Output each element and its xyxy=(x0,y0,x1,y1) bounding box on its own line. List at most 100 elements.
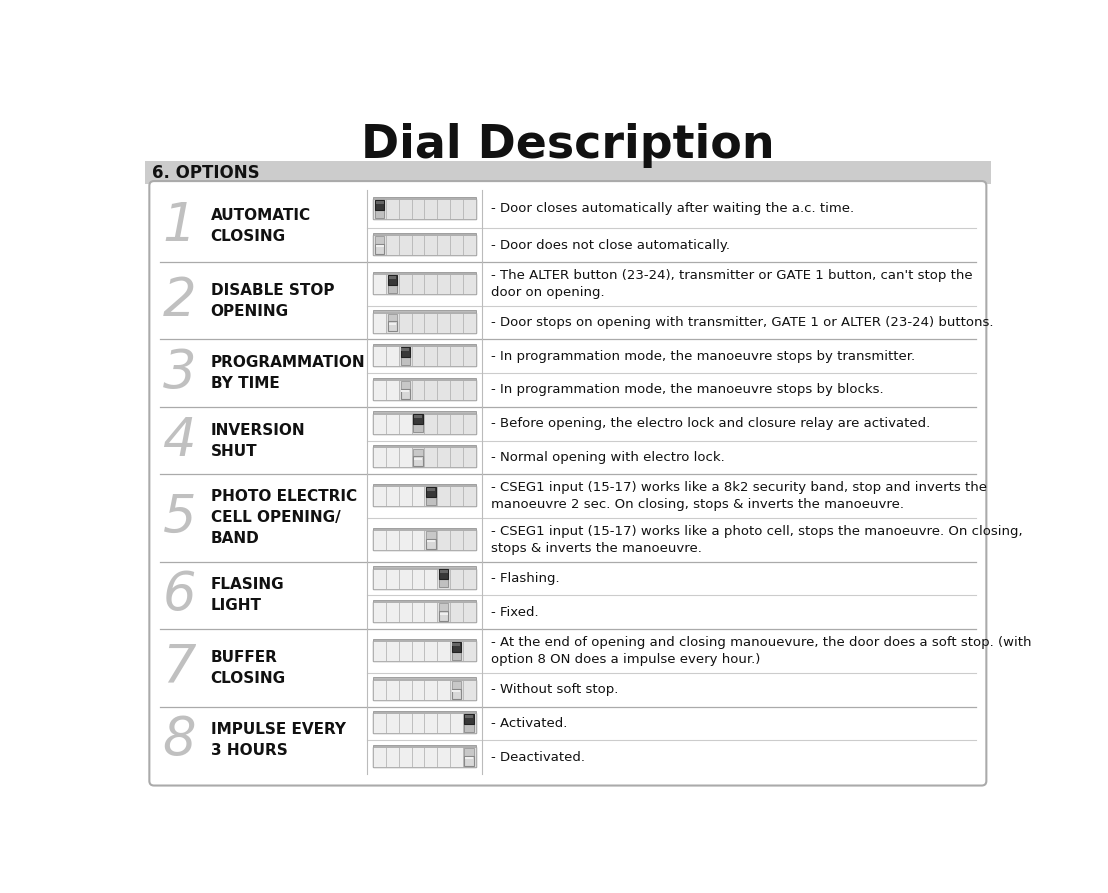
Bar xyxy=(450,680,463,700)
Bar xyxy=(450,641,463,661)
Bar xyxy=(375,244,384,254)
Bar xyxy=(399,313,412,332)
Bar xyxy=(373,569,386,588)
Text: - Normal opening with electro lock.: - Normal opening with electro lock. xyxy=(491,451,725,463)
Bar xyxy=(386,602,399,622)
Bar xyxy=(438,569,450,588)
Bar xyxy=(373,346,386,366)
Text: 8: 8 xyxy=(163,714,196,766)
Bar xyxy=(373,447,475,467)
Text: - In programmation mode, the manoeuvre stops by transmitter.: - In programmation mode, the manoeuvre s… xyxy=(491,350,915,363)
Bar xyxy=(463,530,475,550)
Bar xyxy=(427,497,435,505)
Text: PHOTO ELECTRIC
CELL OPENING/
BAND: PHOTO ELECTRIC CELL OPENING/ BAND xyxy=(211,489,357,547)
Bar xyxy=(424,641,438,661)
Bar xyxy=(399,602,412,622)
Text: 7: 7 xyxy=(163,642,196,694)
Text: 4: 4 xyxy=(163,414,196,466)
Bar xyxy=(399,747,412,767)
Bar xyxy=(424,714,438,733)
Bar xyxy=(424,530,438,550)
Bar xyxy=(452,689,461,698)
Bar xyxy=(373,530,386,550)
Bar xyxy=(373,641,475,661)
Bar xyxy=(465,715,473,718)
Bar xyxy=(373,235,475,255)
Bar xyxy=(427,488,434,491)
Bar xyxy=(413,448,423,457)
Bar xyxy=(388,313,398,322)
Bar xyxy=(373,413,475,434)
Bar xyxy=(412,602,424,622)
Bar xyxy=(399,486,412,506)
Bar xyxy=(452,642,461,652)
Bar xyxy=(413,456,423,466)
Bar xyxy=(373,528,475,530)
Bar xyxy=(388,275,398,285)
Bar xyxy=(373,378,475,380)
Bar xyxy=(386,569,399,588)
Text: AUTOMATIC
CLOSING: AUTOMATIC CLOSING xyxy=(211,208,310,244)
Bar xyxy=(399,274,412,294)
Bar xyxy=(386,486,399,506)
Text: - CSEG1 input (15-17) works like a photo cell, stops the manoeuvre. On closing,
: - CSEG1 input (15-17) works like a photo… xyxy=(491,525,1023,555)
Bar xyxy=(389,323,397,325)
Bar xyxy=(373,196,475,199)
Bar xyxy=(401,356,410,365)
Text: - Door stops on opening with transmitter, GATE 1 or ALTER (23-24) buttons.: - Door stops on opening with transmitter… xyxy=(491,316,994,330)
Bar xyxy=(412,486,424,506)
Bar xyxy=(373,566,475,569)
Bar xyxy=(386,680,399,700)
Bar xyxy=(399,680,412,700)
Text: 1: 1 xyxy=(163,200,196,252)
Bar xyxy=(373,313,475,332)
Bar xyxy=(450,274,463,294)
Bar xyxy=(373,711,475,714)
Bar xyxy=(452,643,461,646)
Bar xyxy=(438,602,450,622)
Bar xyxy=(373,602,386,622)
Bar xyxy=(399,413,412,434)
Bar xyxy=(450,747,463,767)
Bar xyxy=(386,530,399,550)
Bar xyxy=(450,569,463,588)
Bar xyxy=(424,447,438,467)
Bar xyxy=(427,540,434,542)
Bar xyxy=(373,199,475,219)
Text: - The ALTER button (23-24), transmitter or GATE 1 button, can't stop the
door on: - The ALTER button (23-24), transmitter … xyxy=(491,269,973,298)
Bar xyxy=(463,602,475,622)
Text: 2: 2 xyxy=(163,275,196,327)
Bar xyxy=(373,486,386,506)
Bar xyxy=(412,714,424,733)
Bar xyxy=(401,381,410,389)
Bar xyxy=(438,199,450,219)
Bar xyxy=(373,714,475,733)
Bar xyxy=(463,413,475,434)
Bar xyxy=(438,313,450,332)
Bar xyxy=(401,390,409,392)
Bar xyxy=(427,487,435,497)
Bar xyxy=(376,246,383,247)
Bar xyxy=(373,530,475,550)
Bar xyxy=(412,313,424,332)
Bar xyxy=(399,447,412,467)
Bar xyxy=(463,199,475,219)
Bar xyxy=(464,748,474,756)
Bar xyxy=(386,346,399,366)
Bar xyxy=(464,723,474,732)
Bar xyxy=(465,757,473,759)
Bar xyxy=(463,747,475,767)
Bar xyxy=(450,413,463,434)
Bar xyxy=(373,680,386,700)
Bar xyxy=(438,413,450,434)
Bar xyxy=(373,380,475,400)
Text: IMPULSE EVERY
3 HOURS: IMPULSE EVERY 3 HOURS xyxy=(211,722,346,758)
Bar xyxy=(412,530,424,550)
Bar xyxy=(399,714,412,733)
Bar xyxy=(386,235,399,255)
Bar xyxy=(373,600,475,602)
Text: Dial Description: Dial Description xyxy=(361,123,774,168)
Bar xyxy=(438,235,450,255)
Bar xyxy=(373,310,475,313)
Bar xyxy=(414,415,422,419)
